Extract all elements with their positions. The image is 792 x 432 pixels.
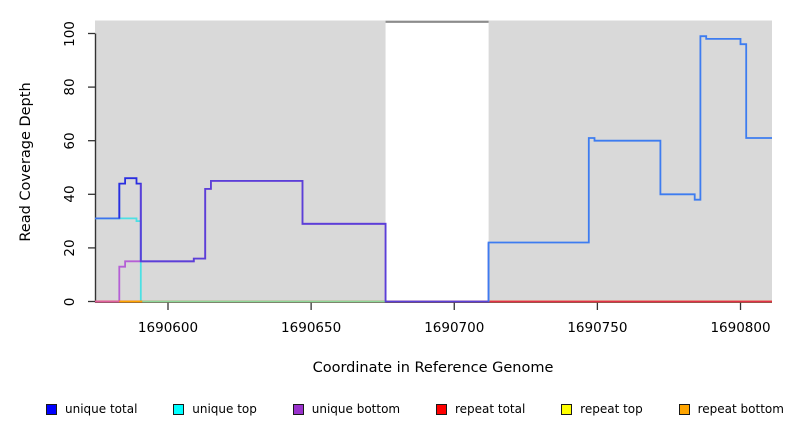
x-axis-title: Coordinate in Reference Genome — [312, 360, 554, 376]
y-tick-label: 40 — [62, 185, 78, 203]
legend-swatch-icon — [678, 403, 690, 415]
plot-background — [95, 20, 772, 303]
y-tick-label: 60 — [62, 132, 78, 150]
legend: unique total unique top unique bottom repea… — [46, 399, 784, 419]
x-tick-label: 1690800 — [710, 320, 771, 336]
series-lines — [95, 35, 772, 303]
legend-item-repeat-bottom: repeat bottom — [678, 402, 784, 416]
legend-item-repeat-top: repeat top — [561, 402, 643, 416]
legend-item-unique-bottom: unique bottom — [292, 402, 401, 416]
series-line-unique-total — [487, 35, 772, 302]
legend-label: unique top — [192, 402, 257, 416]
legend-label: repeat top — [580, 402, 643, 416]
x-tick-label: 1690700 — [424, 320, 485, 336]
y-tick-label: 100 — [62, 20, 78, 47]
legend-swatch-icon — [292, 403, 304, 415]
y-tick-label: 20 — [62, 239, 78, 257]
y-axis-title: Read Coverage Depth — [18, 82, 34, 242]
x-tick-label: 1690600 — [137, 320, 199, 336]
y-tick-label: 80 — [62, 78, 78, 96]
axes — [88, 32, 772, 310]
legend-item-repeat-total: repeat total — [435, 402, 526, 416]
legend-label: repeat bottom — [697, 402, 784, 416]
legend-swatch-icon — [561, 403, 573, 415]
y-tick-label: 0 — [62, 297, 78, 306]
legend-swatch-icon — [173, 403, 185, 415]
legend-label: repeat total — [454, 402, 526, 416]
white-region-rect — [385, 21, 489, 303]
x-tick-label: 1690750 — [567, 320, 628, 336]
legend-label: unique total — [65, 402, 138, 416]
x-tick-label: 1690650 — [281, 320, 342, 336]
series-line-unique-total — [139, 179, 490, 303]
legend-item-unique-top: unique top — [173, 402, 257, 416]
legend-swatch-icon — [46, 403, 57, 415]
legend-label: unique bottom — [311, 402, 401, 416]
legend-swatch-icon — [435, 403, 447, 415]
legend-item-unique-total: unique total — [46, 402, 137, 416]
